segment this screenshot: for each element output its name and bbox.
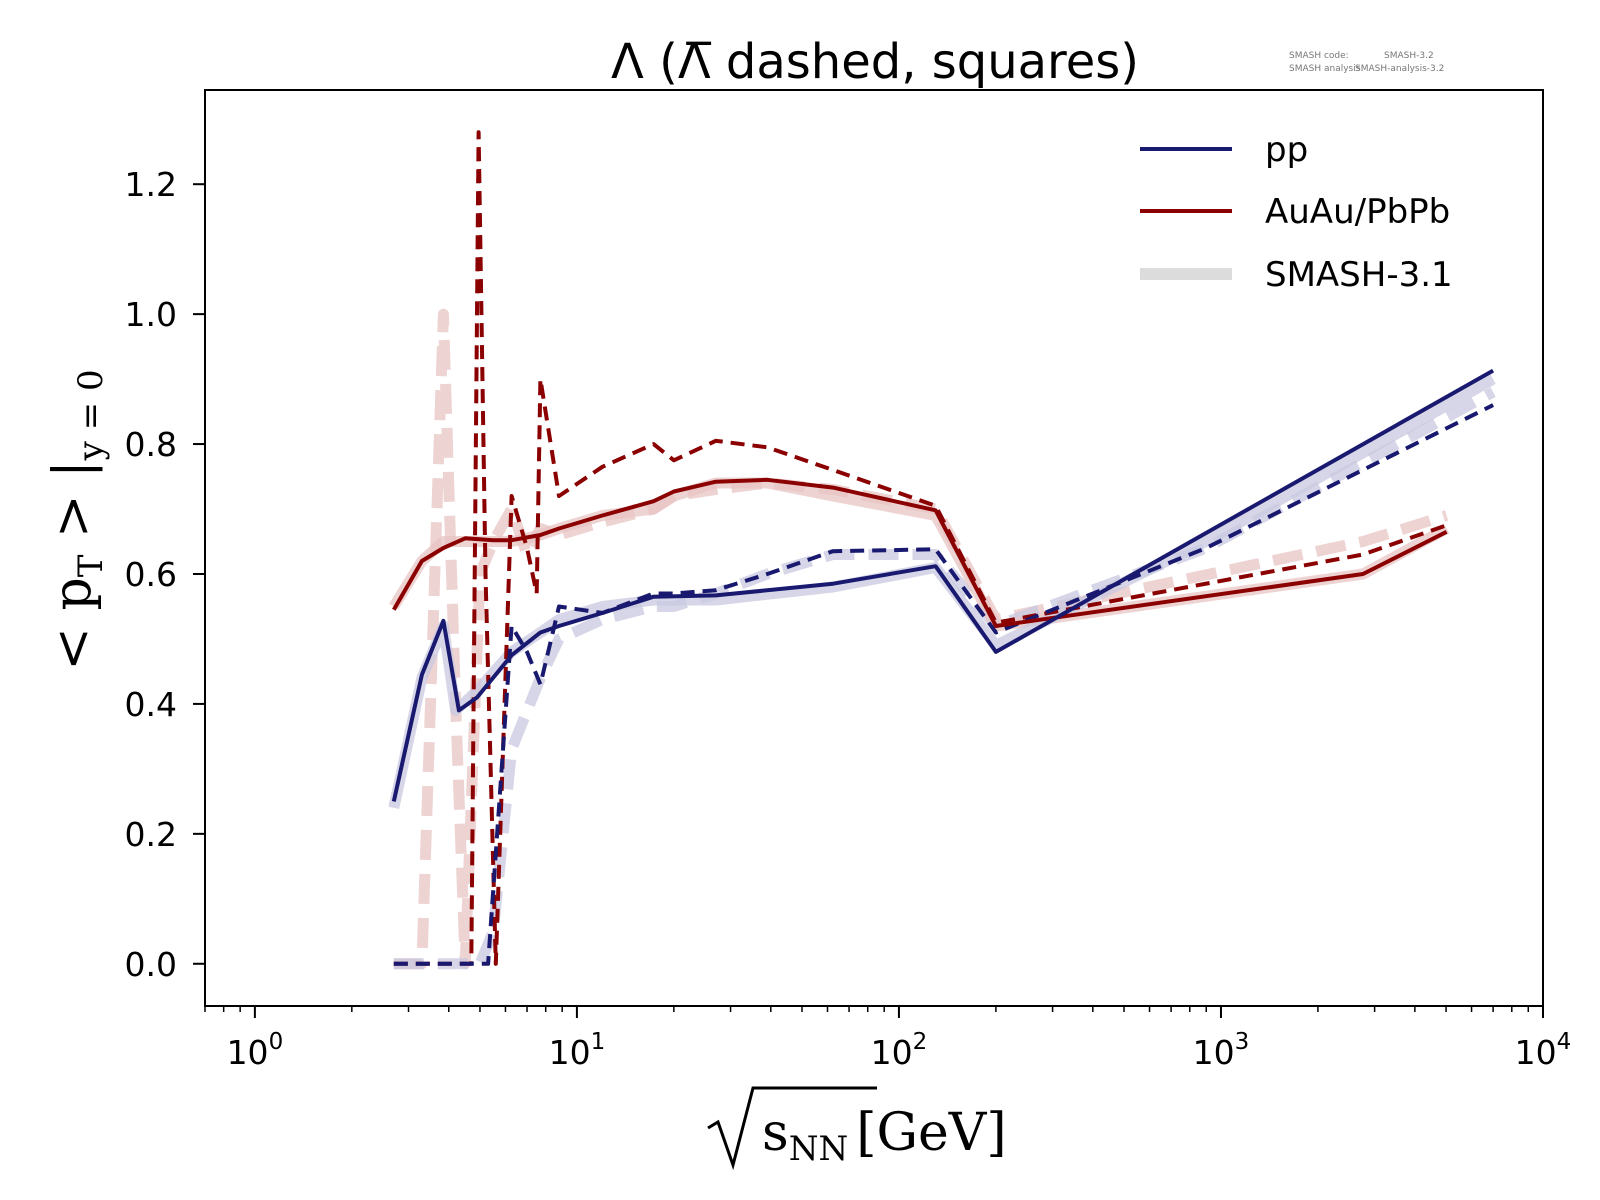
y-tick-label: 0.2 xyxy=(125,815,177,854)
y-axis-label: < pT > |y = 0 xyxy=(43,369,111,670)
y-tick-label: 1.0 xyxy=(125,295,177,334)
series-line-aa-solid xyxy=(392,477,1448,628)
x-tick-label: 101 xyxy=(549,1029,606,1072)
version-text: SMASH code: SMASH-3.2 SMASH analysis: SM… xyxy=(1289,51,1444,74)
x-tick-label: 102 xyxy=(871,1029,928,1072)
plot-frame xyxy=(204,89,1544,1007)
series-layer xyxy=(388,130,1496,970)
x-tick-label-base: 10 xyxy=(1193,1033,1235,1072)
series-line-aa-dashed xyxy=(393,130,1448,966)
x-tick-label: 100 xyxy=(227,1029,284,1072)
version-code-key: SMASH code: xyxy=(1289,51,1349,61)
x-tick-label: 104 xyxy=(1515,1029,1572,1072)
y-tick-label: 1.2 xyxy=(125,165,177,204)
y-tick-label: 0.6 xyxy=(125,555,177,594)
x-axis: 100 101 102 103 104 xyxy=(204,1006,1572,1072)
x-axis-label: sNN [GeV] xyxy=(707,1086,1007,1171)
x-tick-label-exp: 1 xyxy=(591,1029,606,1055)
series-line-aa-ref-dashed xyxy=(393,308,1449,970)
y-tick-label: 0.0 xyxy=(125,945,177,984)
y-axis-label-sub-y: y = 0 xyxy=(71,369,111,461)
x-tick-label-base: 10 xyxy=(549,1033,591,1072)
x-tick-label-exp: 2 xyxy=(913,1029,928,1055)
x-axis-label-text: sNN [GeV] xyxy=(762,1103,1007,1169)
legend-label-pp: pp xyxy=(1265,130,1308,170)
y-axis: 0.0 0.2 0.4 0.6 0.8 1.0 1.2 xyxy=(125,165,205,984)
y-axis-label-prefix: < p xyxy=(43,577,103,670)
series-line-pp-ref-solid xyxy=(388,374,1496,810)
y-axis-label-text: < pT > |y = 0 xyxy=(43,369,111,670)
version-analysis-value: SMASH-analysis-3.2 xyxy=(1355,64,1444,74)
y-axis-label-mid: > | xyxy=(43,460,103,554)
x-axis-label-sub: NN xyxy=(789,1129,849,1169)
y-tick-label: 0.8 xyxy=(125,425,177,464)
version-code-value: SMASH-3.2 xyxy=(1384,51,1434,61)
x-tick-label-exp: 3 xyxy=(1235,1029,1250,1055)
chart-title: Λ (Λ̅ dashed, squares) xyxy=(611,34,1139,90)
legend: pp AuAu/PbPb SMASH-3.1 xyxy=(1140,130,1453,295)
y-tick-label: 0.4 xyxy=(125,685,177,724)
x-axis-label-symbol: s xyxy=(762,1103,789,1163)
x-tick-label-exp: 4 xyxy=(1557,1029,1572,1055)
sqrt-symbol xyxy=(707,1086,877,1171)
series-line-pp-dashed xyxy=(393,403,1494,966)
version-analysis-key: SMASH analysis: xyxy=(1289,64,1363,74)
x-tick-label-base: 10 xyxy=(227,1033,269,1072)
legend-label-smash: SMASH-3.1 xyxy=(1265,255,1453,295)
x-tick-label-base: 10 xyxy=(871,1033,913,1072)
x-tick-label: 103 xyxy=(1193,1029,1250,1072)
y-axis-label-sub-t: T xyxy=(71,554,111,577)
series-line-pp-solid xyxy=(391,368,1495,802)
legend-label-aa: AuAu/PbPb xyxy=(1265,192,1450,232)
x-tick-label-exp: 0 xyxy=(269,1029,284,1055)
x-tick-label-base: 10 xyxy=(1515,1033,1557,1072)
x-axis-label-unit: [GeV] xyxy=(856,1103,1006,1163)
series-line-pp-ref-dashed xyxy=(393,387,1496,970)
